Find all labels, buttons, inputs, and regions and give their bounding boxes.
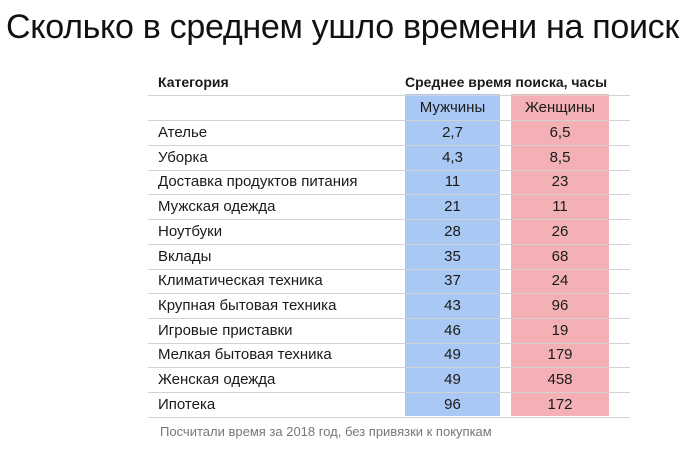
category-cell: Мелкая бытовая техника (158, 346, 332, 364)
men-value-cell: 46 (444, 321, 461, 339)
women-value-cell: 24 (551, 272, 569, 290)
men-column-header: Мужчины (419, 99, 486, 116)
table-row: Мужская одежда 21 11 (148, 194, 630, 221)
table-row: Мелкая бытовая техника 49 179 (148, 342, 630, 369)
women-value-cell: 8,5 (549, 148, 571, 166)
category-cell: Ноутбуки (158, 222, 223, 240)
men-value-cell: 21 (444, 198, 461, 216)
table-row: Уборка 4,3 8,5 (148, 145, 630, 171)
women-value-cell: 23 (551, 173, 569, 191)
men-column-highlight (405, 94, 500, 416)
footnote: Посчитали время за 2018 год, без привязк… (160, 424, 492, 439)
table-row: Женская одежда 49 458 (148, 367, 630, 393)
subheader-row: Мужчины Женщины (148, 95, 630, 121)
category-cell: Женская одежда (158, 371, 276, 388)
table-row: Ноутбуки 28 26 (148, 219, 630, 245)
table-row: Доставка продуктов питания 11 23 (148, 169, 630, 196)
women-value-cell: 458 (547, 371, 573, 388)
men-value-cell: 2,7 (442, 124, 463, 141)
category-cell: Вклады (158, 247, 212, 265)
women-value-cell: 6,5 (549, 124, 571, 141)
category-cell: Крупная бытовая техника (158, 296, 337, 314)
men-value-cell: 28 (444, 222, 461, 240)
table-row: Игровые приставки 46 19 (148, 318, 630, 344)
women-value-cell: 68 (551, 247, 569, 265)
table-row: Ипотека 96 172 (148, 392, 630, 418)
men-value-cell: 49 (444, 346, 461, 364)
header-row: Категория Среднее время поиска, часы (148, 70, 630, 96)
category-cell: Игровые приставки (158, 321, 293, 339)
table-row: Климатическая техника 37 24 (148, 268, 630, 295)
women-value-cell: 19 (551, 321, 569, 339)
men-value-cell: 11 (444, 173, 461, 191)
category-cell: Уборка (158, 148, 208, 166)
value-group-header: Среднее время поиска, часы (405, 74, 608, 90)
women-value-cell: 172 (547, 395, 573, 413)
category-cell: Ипотека (158, 395, 216, 413)
men-value-cell: 4,3 (442, 148, 463, 166)
table-row: Вклады 35 68 (148, 244, 630, 270)
women-value-cell: 11 (552, 198, 568, 216)
category-header: Категория (158, 74, 229, 90)
women-value-cell: 26 (551, 222, 569, 240)
category-cell: Мужская одежда (158, 198, 276, 216)
category-cell: Доставка продуктов питания (158, 173, 358, 191)
category-cell: Ателье (158, 124, 208, 141)
women-value-cell: 96 (551, 296, 569, 314)
chart-title: Сколько в среднем ушло времени на поиск (6, 8, 679, 46)
table-row: Ателье 2,7 6,5 (148, 120, 630, 146)
women-column-highlight (511, 94, 609, 416)
women-value-cell: 179 (547, 346, 573, 364)
women-column-header: Женщины (524, 99, 596, 116)
category-cell: Климатическая техника (158, 272, 323, 290)
men-value-cell: 35 (444, 247, 461, 265)
table-row: Крупная бытовая техника 43 96 (148, 293, 630, 319)
men-value-cell: 49 (444, 371, 461, 388)
men-value-cell: 37 (444, 272, 461, 290)
men-value-cell: 96 (444, 395, 461, 413)
men-value-cell: 43 (444, 296, 461, 314)
